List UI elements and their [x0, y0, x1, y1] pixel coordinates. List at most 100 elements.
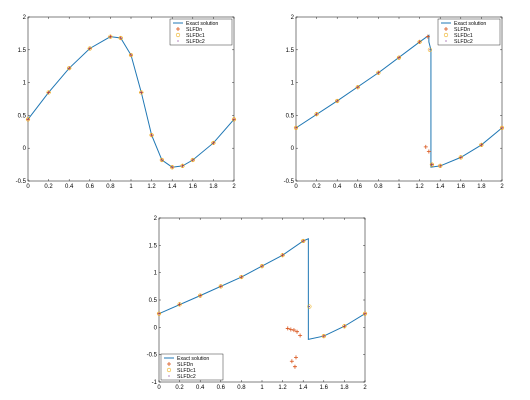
x-tick-label: 0.2: [175, 385, 184, 391]
data-point-slfdc1: [198, 293, 203, 298]
data-point-slfdc1: [46, 90, 51, 95]
data-point-slfdc1: [362, 311, 368, 316]
data-point-slfdc1: [156, 311, 162, 316]
y-tick-label: -0.5: [147, 353, 158, 359]
data-point-slfdc2: [323, 335, 325, 337]
legend-key-dot: [445, 40, 447, 42]
legend-label: Exact solution: [177, 356, 209, 362]
data-point-slfdc1: [67, 66, 72, 71]
data-point-slfdc1: [231, 117, 237, 122]
legend-key-plus: [444, 27, 448, 31]
data-point-slfdc2: [357, 86, 359, 88]
legend-label: SLFDn: [454, 27, 470, 33]
x-tick-label: 2: [500, 184, 504, 190]
data-point-slfdc1: [342, 324, 347, 329]
x-tick-label: 1.4: [436, 184, 445, 190]
y-tick-label: -0.5: [284, 179, 295, 185]
data-point-slfdc1: [139, 90, 144, 95]
y-tick-label: 1: [23, 81, 27, 87]
legend-label: SLFDn: [186, 27, 202, 33]
x-tick-label: 0.4: [333, 184, 342, 190]
y-tick-label: -0.5: [16, 179, 27, 185]
data-point-slfdc2: [89, 47, 91, 50]
data-point-slfdc2: [27, 118, 29, 120]
y-tick-label: 1.5: [286, 48, 295, 54]
data-point-slfdc1: [479, 142, 484, 148]
data-point-slfdc2: [158, 313, 160, 315]
y-tick-label: 2: [23, 15, 27, 21]
data-point-slfdc2: [501, 127, 503, 129]
data-point-slfdc1: [396, 55, 402, 60]
data-point-slfdc1: [438, 163, 443, 169]
legend-label: SLFDn: [177, 362, 193, 368]
x-tick-label: 0.8: [374, 184, 383, 190]
data-point-slfdc2: [161, 159, 163, 161]
data-point-slfdn: [291, 328, 296, 333]
y-tick-label: 2: [154, 216, 158, 222]
x-tick-label: 1.2: [147, 184, 156, 190]
y-tick-label: 0.5: [18, 113, 27, 119]
data-point-slfdn: [423, 144, 428, 149]
y-tick-label: 0: [291, 146, 295, 152]
x-tick-label: 0.4: [65, 184, 74, 190]
data-point-slfdc1: [128, 52, 134, 58]
legend-key-dot: [177, 40, 179, 42]
x-tick-label: 1.8: [209, 184, 218, 190]
data-point-slfdc2: [68, 67, 70, 69]
legend-label: SLFDc2: [186, 39, 205, 45]
data-point-slfdc2: [140, 91, 142, 94]
data-point-slfdc2: [282, 254, 284, 256]
data-point-slfdc2: [429, 49, 431, 51]
data-point-slfdc1: [177, 302, 182, 307]
data-point-slfdn: [426, 149, 431, 154]
data-point-slfdc1: [293, 125, 299, 130]
data-point-slfdc1: [314, 111, 319, 117]
data-point-slfdc2: [109, 36, 111, 38]
data-point-slfdc2: [48, 91, 50, 94]
data-point-slfdc2: [179, 303, 181, 305]
y-tick-label: 0: [154, 325, 158, 331]
data-point-slfdc2: [130, 54, 132, 56]
x-tick-label: 0.8: [106, 184, 115, 190]
data-point-slfdn: [285, 326, 290, 331]
data-point-slfdn: [289, 359, 294, 364]
x-tick-label: 2: [363, 385, 367, 391]
x-tick-label: 0.2: [44, 184, 53, 190]
data-point-slfdc2: [398, 57, 400, 59]
data-point-slfdc2: [316, 113, 318, 115]
x-tick-label: 1.6: [457, 184, 466, 190]
data-point-slfdc2: [364, 313, 366, 315]
legend-label: SLFDc1: [186, 33, 205, 39]
legend-key-plus: [167, 362, 171, 366]
x-tick-label: 1.8: [477, 184, 486, 190]
y-tick-label: 0.5: [149, 298, 158, 304]
data-point-slfdc2: [302, 240, 304, 242]
data-point-slfdc2: [439, 165, 441, 167]
data-point-slfdc2: [120, 37, 122, 39]
legend-label: SLFDc1: [454, 33, 473, 39]
data-point-slfdn: [288, 327, 293, 332]
data-point-slfdc2: [377, 72, 379, 74]
data-point-slfdn: [293, 355, 298, 360]
data-point-slfdc2: [220, 285, 222, 287]
data-point-slfdc2: [419, 41, 421, 43]
data-point-slfdn: [295, 329, 300, 334]
legend-key-dot: [168, 375, 170, 377]
data-point-slfdc1: [307, 304, 312, 309]
y-tick-label: 1: [291, 81, 295, 87]
data-point-slfdc1: [87, 46, 92, 51]
y-tick-label: 1: [154, 271, 158, 277]
data-point-slfdc2: [240, 276, 242, 278]
legend-key-circle: [166, 367, 172, 373]
data-point-slfdc1: [301, 238, 306, 244]
data-point-slfdc2: [336, 100, 338, 102]
series-line-exact-solution: [295, 34, 503, 168]
data-point-slfdc2: [295, 127, 297, 129]
data-point-slfdc2: [261, 265, 263, 267]
x-tick-label: 1: [397, 184, 401, 190]
data-point-slfdc1: [118, 35, 123, 41]
x-tick-label: 0: [157, 385, 161, 391]
